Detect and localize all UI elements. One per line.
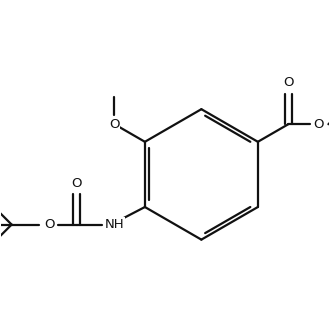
Text: O: O xyxy=(72,177,82,190)
Text: O: O xyxy=(44,218,54,231)
Text: O: O xyxy=(313,118,324,131)
Text: O: O xyxy=(109,118,120,131)
Text: NH: NH xyxy=(105,218,124,231)
Text: O: O xyxy=(283,76,293,89)
